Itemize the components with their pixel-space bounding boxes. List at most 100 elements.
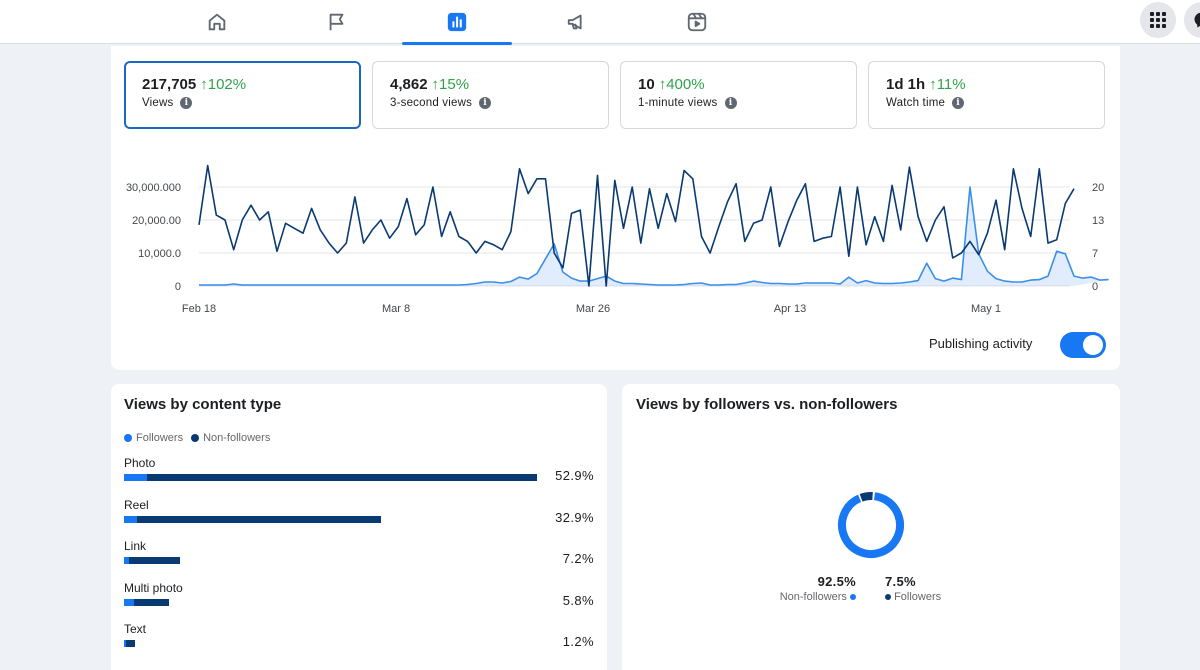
non-followers-pct: 92.5% xyxy=(817,574,856,589)
metric-value-line: 4,862 ↑15% xyxy=(390,76,608,93)
home-icon xyxy=(208,13,226,31)
card-title: Views by content type xyxy=(124,396,282,413)
nav-tab-reels[interactable] xyxy=(642,0,752,44)
flag-icon xyxy=(329,13,344,31)
stacked-bar xyxy=(124,516,381,523)
content-type-row: Link 7.2% xyxy=(124,539,594,579)
row-percentage: 52.9% xyxy=(555,468,594,483)
stacked-bar xyxy=(124,557,181,564)
row-percentage: 32.9% xyxy=(555,510,594,525)
legend-label: Non-followers xyxy=(203,432,271,444)
metric-delta: ↑11% xyxy=(929,76,966,93)
row-label: Text xyxy=(124,622,147,636)
followers-legend: Followers xyxy=(885,591,941,603)
series-line-primary xyxy=(198,164,1075,287)
non-followers-segment xyxy=(137,516,381,523)
nav-tab-insights[interactable] xyxy=(402,0,512,45)
followers-segment xyxy=(124,640,126,647)
apps-grid-icon xyxy=(1150,12,1166,28)
followers-segment xyxy=(124,474,147,481)
publishing-activity-label: Publishing activity xyxy=(929,336,1033,351)
followers-segment xyxy=(124,599,135,606)
row-percentage: 1.2% xyxy=(562,634,594,649)
metric-value: 10 xyxy=(638,76,655,93)
content-type-row: Photo 52.9% xyxy=(124,456,594,496)
views-line-chart: 0 10,000.0 20,000.00 30,000.000 0 7 13 20 Feb 18… xyxy=(126,164,1109,315)
followers-pct: 7.5% xyxy=(885,574,916,589)
non-followers-segment xyxy=(146,474,537,481)
stacked-bar xyxy=(124,640,135,647)
y-right-tick-label: 7 xyxy=(1092,248,1098,260)
metric-value-line: 10 ↑400% xyxy=(638,76,856,93)
followers-segment xyxy=(124,557,129,564)
apps-menu-button[interactable] xyxy=(1140,2,1176,38)
non-followers-stat: 92.5% Non-followers xyxy=(770,574,856,603)
nav-tab-pages[interactable] xyxy=(282,0,392,44)
content-type-row: Text 1.2% xyxy=(124,622,594,662)
content-type-row: Multi photo 5.8% xyxy=(124,581,594,621)
y-right-tick-label: 13 xyxy=(1092,215,1104,227)
legend-dot xyxy=(191,434,200,442)
legend-dot xyxy=(124,434,132,442)
followers-label: Followers xyxy=(894,591,942,603)
stacked-bar xyxy=(124,474,537,481)
metric-delta: ↑102% xyxy=(200,76,247,93)
non-followers-segment xyxy=(134,599,170,606)
y-left-tick-label: 30,000.000 xyxy=(126,182,181,194)
x-tick-label: Feb 18 xyxy=(182,303,216,315)
metric-label: Watch time xyxy=(886,97,946,109)
nav-tab-ads[interactable] xyxy=(522,0,632,44)
content-type-row: Reel 32.9% xyxy=(124,498,594,538)
content-type-card: Views by content type Followers Non-foll… xyxy=(111,384,607,670)
y-left-tick-label: 0 xyxy=(175,281,181,293)
info-icon[interactable]: i xyxy=(724,97,737,109)
series-line-secondary xyxy=(199,186,1109,286)
megaphone-icon xyxy=(567,14,582,30)
chart-legend: Followers Non-followers xyxy=(124,432,278,444)
info-icon[interactable]: i xyxy=(180,97,193,109)
bar-chart-icon xyxy=(447,12,467,32)
metric-label-line: Watch time i xyxy=(886,97,1104,109)
legend-dot xyxy=(885,594,891,601)
info-icon[interactable]: i xyxy=(952,97,965,109)
legend-dot xyxy=(850,594,856,601)
metric-card-3-second-views[interactable]: 4,862 ↑15% 3-second views i xyxy=(372,61,609,129)
donut-segment-followers xyxy=(838,492,904,558)
x-tick-label: Apr 13 xyxy=(774,303,806,315)
legend-item-non-followers: Non-followers xyxy=(191,432,270,444)
metric-delta: ↑400% xyxy=(658,76,705,93)
nav-tab-home[interactable] xyxy=(162,0,272,44)
toggle-knob xyxy=(1083,335,1103,355)
row-label: Multi photo xyxy=(124,581,183,595)
metric-label: 3-second views xyxy=(390,97,473,109)
metric-label-line: Views i xyxy=(142,97,359,109)
metric-value: 4,862 xyxy=(390,76,428,93)
messenger-button[interactable] xyxy=(1184,2,1200,38)
metric-card-views[interactable]: 217,705 ↑102% Views i xyxy=(124,61,361,129)
row-label: Link xyxy=(124,539,147,553)
info-icon[interactable]: i xyxy=(479,97,492,109)
video-icon xyxy=(687,12,707,32)
publishing-activity-toggle[interactable] xyxy=(1060,332,1106,358)
messenger-icon xyxy=(1194,12,1200,28)
metric-label-line: 3-second views i xyxy=(390,97,608,109)
non-followers-segment xyxy=(126,640,135,647)
x-tick-label: May 1 xyxy=(971,303,1001,315)
followers-split-card: Views by followers vs. non-followers 92.… xyxy=(622,384,1120,670)
metric-value: 217,705 xyxy=(142,76,197,93)
legend-label: Followers xyxy=(136,432,184,444)
non-followers-label: Non-followers xyxy=(779,591,847,603)
row-percentage: 5.8% xyxy=(562,593,594,608)
y-right-tick-label: 0 xyxy=(1092,281,1098,293)
metric-label-line: 1-minute views i xyxy=(638,97,856,109)
row-percentage: 7.2% xyxy=(562,551,594,566)
x-tick-label: Mar 8 xyxy=(382,303,410,315)
metric-value: 1d 1h xyxy=(886,76,926,93)
metric-value-line: 217,705 ↑102% xyxy=(142,76,359,93)
metric-delta: ↑15% xyxy=(431,76,470,93)
card-title: Views by followers vs. non-followers xyxy=(636,396,898,413)
y-right-tick-label: 20 xyxy=(1092,182,1104,194)
donut-segment-non-followers xyxy=(838,492,904,558)
metric-card-1-minute-views[interactable]: 10 ↑400% 1-minute views i xyxy=(620,61,857,129)
metric-card-watch-time[interactable]: 1d 1h ↑11% Watch time i xyxy=(868,61,1105,129)
